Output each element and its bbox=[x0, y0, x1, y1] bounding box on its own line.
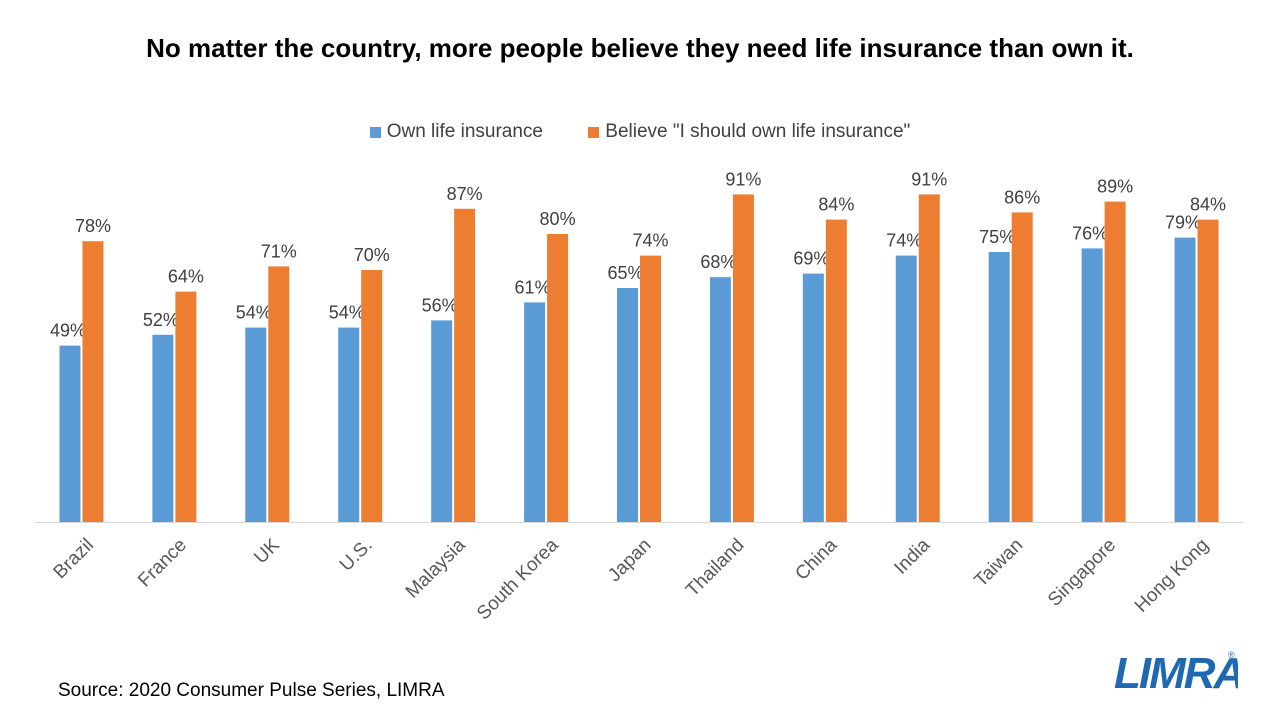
x-tick-label: Singapore bbox=[1044, 535, 1120, 611]
bar-own bbox=[524, 302, 546, 522]
x-tick-label: Brazil bbox=[50, 535, 98, 583]
data-label-believe: 87% bbox=[447, 184, 483, 204]
bar-believe bbox=[175, 291, 197, 522]
data-label-believe: 74% bbox=[632, 231, 668, 251]
data-label-own: 56% bbox=[422, 295, 458, 315]
data-label-own: 79% bbox=[1165, 213, 1201, 233]
bar-own bbox=[1174, 237, 1196, 522]
source-note: Source: 2020 Consumer Pulse Series, LIMR… bbox=[58, 680, 445, 701]
bar-own bbox=[617, 288, 638, 522]
bar-own bbox=[709, 277, 731, 522]
data-label-believe: 78% bbox=[75, 216, 111, 236]
bar-own bbox=[59, 345, 81, 522]
limra-logo: LIMRA ® bbox=[1114, 649, 1238, 692]
bar-believe bbox=[82, 241, 104, 522]
data-label-own: 65% bbox=[607, 263, 643, 283]
data-label-believe: 86% bbox=[1004, 187, 1040, 207]
bar-own bbox=[431, 320, 453, 522]
data-label-own: 61% bbox=[515, 277, 551, 297]
legend-swatch-own bbox=[369, 126, 381, 138]
legend-item-own: Own life insurance bbox=[369, 121, 543, 143]
data-label-believe: 89% bbox=[1097, 177, 1133, 197]
bar-believe bbox=[454, 208, 476, 523]
data-label-own: 54% bbox=[236, 303, 272, 323]
data-label-own: 75% bbox=[979, 227, 1015, 247]
bar-own bbox=[245, 327, 267, 522]
bar-believe bbox=[361, 270, 383, 522]
bar-believe bbox=[1011, 212, 1033, 522]
data-label-believe: 64% bbox=[168, 267, 204, 287]
bar-own bbox=[802, 273, 824, 522]
data-label-believe: 71% bbox=[261, 241, 297, 261]
legend-label-believe: Believe "I should own life insurance" bbox=[605, 121, 911, 142]
data-label-believe: 80% bbox=[540, 209, 576, 229]
x-tick-label: China bbox=[791, 534, 841, 584]
data-label-believe: 84% bbox=[1190, 195, 1226, 215]
x-tick-label: Hong Kong bbox=[1131, 535, 1213, 617]
bar-own bbox=[988, 252, 1010, 522]
x-tick-label: South Korea bbox=[473, 534, 563, 624]
svg-text:®: ® bbox=[1228, 650, 1235, 660]
x-tick-label: Taiwan bbox=[971, 535, 1028, 592]
data-label-believe: 91% bbox=[725, 169, 761, 189]
x-tick-label: UK bbox=[250, 534, 284, 568]
svg-text:LIMRA: LIMRA bbox=[1114, 649, 1238, 692]
bar-believe bbox=[918, 194, 940, 522]
bar-own bbox=[1081, 248, 1103, 522]
chart-title: No matter the country, more people belie… bbox=[146, 33, 1134, 63]
data-label-own: 74% bbox=[886, 231, 922, 251]
bar-believe bbox=[1197, 219, 1219, 522]
data-label-believe: 91% bbox=[911, 169, 947, 189]
bar-believe bbox=[825, 219, 847, 522]
legend-swatch-believe bbox=[588, 126, 600, 138]
data-label-believe: 70% bbox=[354, 245, 390, 265]
data-label-own: 69% bbox=[793, 249, 829, 269]
bar-believe bbox=[268, 266, 290, 522]
data-label-own: 76% bbox=[1072, 223, 1108, 243]
bar-believe bbox=[640, 255, 661, 522]
x-tick-label: India bbox=[890, 534, 934, 578]
legend-item-believe: Believe "I should own life insurance" bbox=[588, 121, 910, 143]
x-tick-label: Malaysia bbox=[402, 534, 470, 602]
data-label-own: 49% bbox=[50, 321, 86, 341]
x-tick-label: Japan bbox=[604, 535, 655, 586]
data-label-believe: 84% bbox=[818, 195, 854, 215]
bar-own bbox=[338, 327, 360, 522]
bar-believe bbox=[1104, 201, 1126, 522]
bar-believe bbox=[732, 194, 754, 522]
chart-legend: Own life insurance Believe "I should own… bbox=[0, 121, 1280, 144]
bar-believe bbox=[547, 234, 569, 522]
x-tick-label: France bbox=[134, 535, 191, 592]
data-label-own: 68% bbox=[700, 252, 736, 272]
data-label-own: 52% bbox=[143, 310, 179, 330]
bar-own bbox=[895, 255, 917, 522]
x-tick-label: U.S. bbox=[336, 535, 377, 576]
bar-own bbox=[152, 334, 174, 522]
x-tick-label: Thailand bbox=[682, 535, 748, 601]
legend-label-own: Own life insurance bbox=[386, 121, 543, 142]
data-label-own: 54% bbox=[329, 303, 365, 323]
